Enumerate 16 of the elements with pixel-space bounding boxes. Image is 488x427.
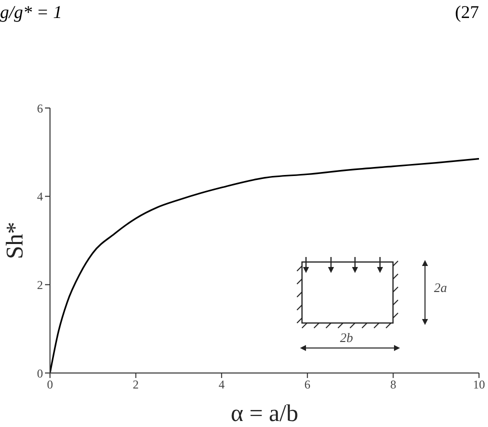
x-tick-label: 8 [390,378,396,392]
y-tick-label: 2 [37,278,43,292]
y-axis-title: Sh* [2,222,29,260]
x-tick-label: 4 [218,378,225,392]
y-tick-label: 4 [37,190,43,204]
x-tick-label: 6 [304,378,310,392]
x-axis-title: α = a/b [230,401,298,427]
text: (27 [455,2,479,23]
y-tick-label: 0 [37,366,43,380]
y-tick-label: 6 [37,101,43,116]
x-tick-label: 10 [473,378,485,392]
x-tick-label: 2 [132,378,139,392]
annotation: 2b [340,330,353,346]
text: g/g* = 1 [0,2,62,23]
x-tick-label: 0 [47,378,53,392]
annotation: 2a [434,280,447,296]
